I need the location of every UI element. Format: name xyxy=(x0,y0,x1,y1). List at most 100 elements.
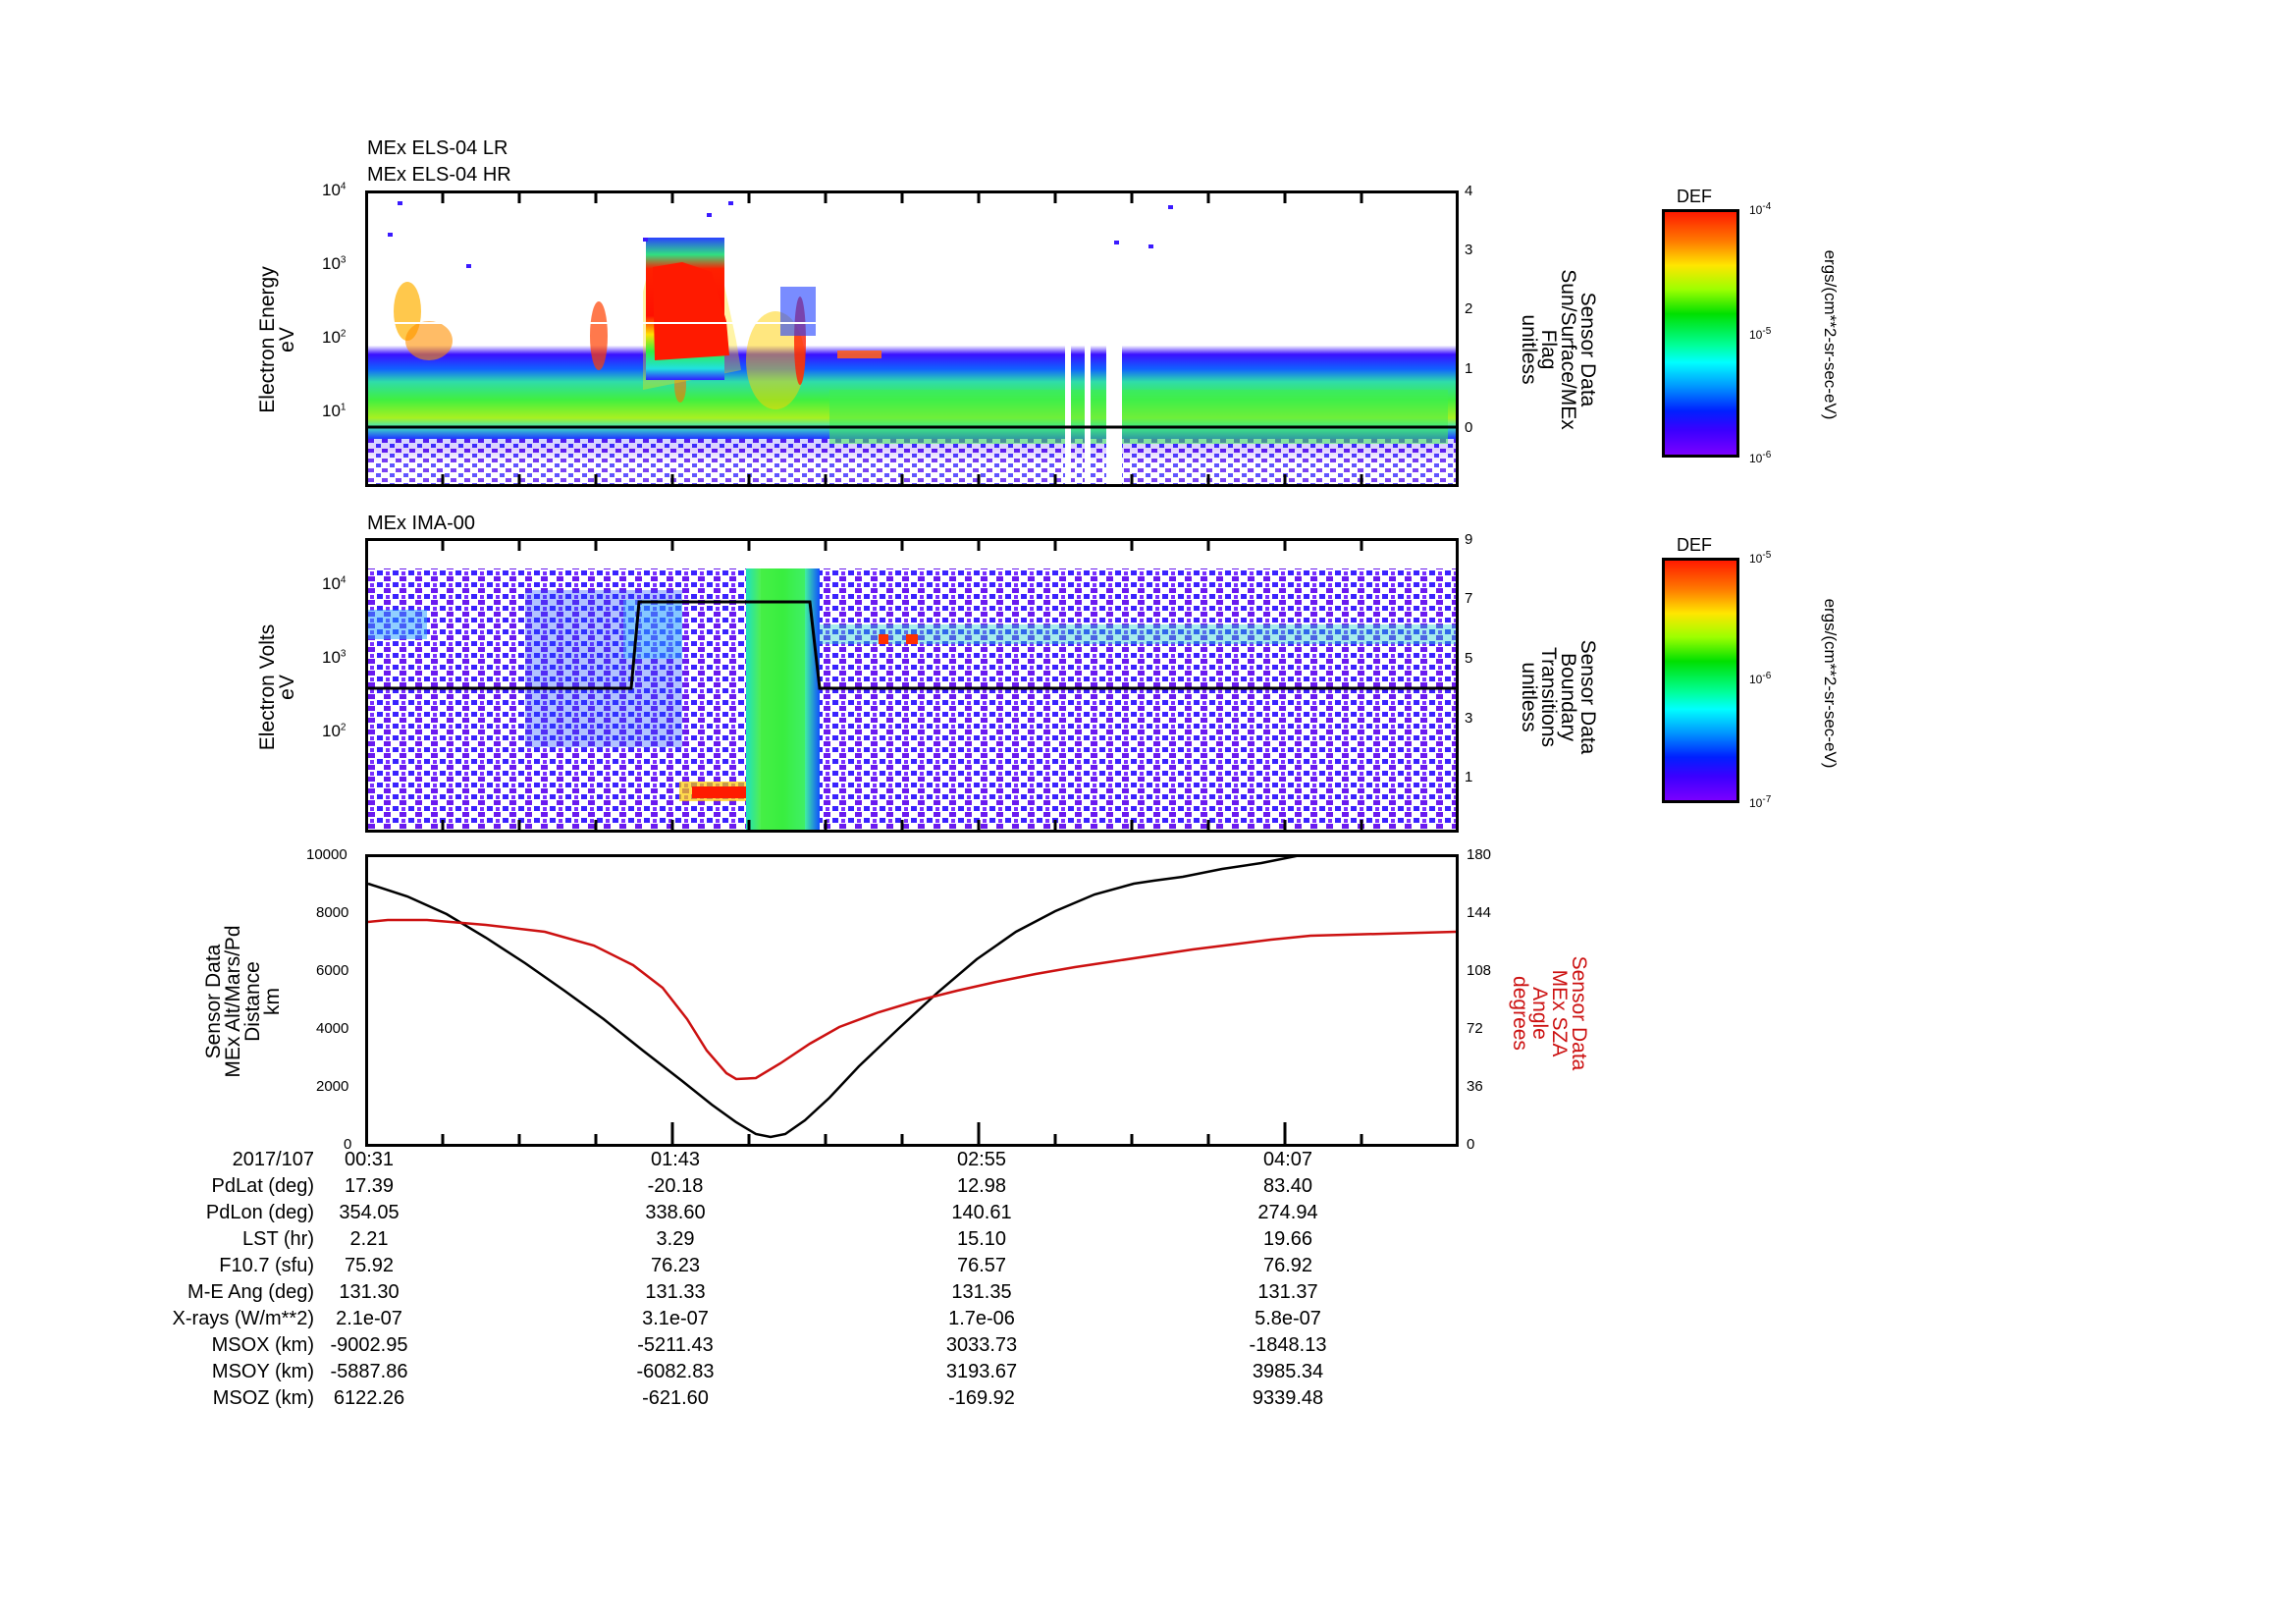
x-tick-label: 01:43 xyxy=(650,1149,701,1170)
top-cbar-min: 10-6 xyxy=(1749,450,1772,465)
time-header-label: 2017/107 xyxy=(232,1149,314,1170)
top-rtick-3: 3 xyxy=(1465,242,1473,258)
cell: 19.66 xyxy=(1262,1228,1313,1250)
row-label: LST (hr) xyxy=(242,1228,314,1250)
cell: 3.29 xyxy=(656,1228,695,1250)
bottom-ytick-8000: 8000 xyxy=(316,904,349,921)
top-ytick-10e2: 102 xyxy=(322,328,347,347)
bottom-y-left-label: Sensor Data MEx Alt/Mars/Pd Distance km xyxy=(202,925,284,1078)
table-row: M-E Ang (deg) 131.30 131.33 131.35 131.3… xyxy=(0,1281,1472,1308)
top-rtick-4: 4 xyxy=(1465,183,1473,199)
cell: 1.7e-06 xyxy=(948,1308,1015,1329)
cell: 76.57 xyxy=(956,1255,1007,1276)
cell: 6122.26 xyxy=(333,1387,405,1409)
mid-ytick-10e3: 103 xyxy=(322,648,347,667)
mid-rtick-9: 9 xyxy=(1465,531,1473,548)
bottom-ytick-4000: 4000 xyxy=(316,1020,349,1037)
row-label: MSOZ (km) xyxy=(212,1387,314,1409)
middle-y-right-label: Sensor Data Boundary Transitions unitless xyxy=(1518,639,1599,755)
bottom-rtick-72: 72 xyxy=(1467,1020,1483,1037)
middle-y-left-label: Electron Volts eV xyxy=(256,623,298,751)
bottom-rtick-180: 180 xyxy=(1467,846,1492,863)
els-spectrogram-panel xyxy=(365,190,1459,487)
cell: 354.05 xyxy=(339,1202,400,1223)
table-row: MSOY (km) -5887.86 -6082.83 3193.67 3985… xyxy=(0,1361,1472,1387)
cell: 274.94 xyxy=(1257,1202,1318,1223)
cell: 3985.34 xyxy=(1252,1361,1324,1382)
altitude-line xyxy=(368,857,1298,1139)
row-label: PdLon (deg) xyxy=(205,1202,314,1223)
top-ytick-10e4: 104 xyxy=(322,181,347,199)
cell: 131.33 xyxy=(645,1281,706,1303)
table-row: MSOX (km) -9002.95 -5211.43 3033.73 -184… xyxy=(0,1334,1472,1361)
cell: 17.39 xyxy=(344,1175,395,1197)
top-cbar-max: 10-4 xyxy=(1749,201,1772,217)
cell: -6082.83 xyxy=(636,1361,715,1382)
top-rtick-1: 1 xyxy=(1465,360,1473,377)
top-cbar-mid: 10-5 xyxy=(1749,326,1772,342)
top-colorbar xyxy=(1662,209,1739,458)
cell: 9339.48 xyxy=(1252,1387,1324,1409)
cell: 75.92 xyxy=(344,1255,395,1276)
cell: 5.8e-07 xyxy=(1255,1308,1321,1329)
cell: -5887.86 xyxy=(330,1361,408,1382)
middle-colorbar xyxy=(1662,558,1739,803)
cell: 83.40 xyxy=(1262,1175,1313,1197)
cell: -1848.13 xyxy=(1249,1334,1327,1356)
cell: 338.60 xyxy=(645,1202,706,1223)
table-row: LST (hr) 2.21 3.29 15.10 19.66 xyxy=(0,1228,1472,1255)
cell: 131.35 xyxy=(951,1281,1012,1303)
cell: -20.18 xyxy=(647,1175,704,1197)
row-label: X-rays (W/m**2) xyxy=(172,1308,314,1329)
x-tick-label: 04:07 xyxy=(1262,1149,1313,1170)
mid-ytick-10e2: 102 xyxy=(322,722,347,740)
top-rtick-0: 0 xyxy=(1465,419,1473,436)
ima-spectrogram xyxy=(368,541,1456,830)
mid-rtick-3: 3 xyxy=(1465,710,1473,727)
row-label: PdLat (deg) xyxy=(211,1175,314,1197)
middle-colorbar-units: ergs/(cm**2-sr-sec-eV) xyxy=(1821,598,1840,769)
table-row: PdLon (deg) 354.05 338.60 140.61 274.94 xyxy=(0,1202,1472,1228)
cell: -5211.43 xyxy=(637,1334,714,1356)
top-colorbar-title: DEF xyxy=(1677,187,1712,206)
cell: 2.21 xyxy=(349,1228,389,1250)
top-panel-title-1: MEx ELS-04 LR xyxy=(367,137,508,159)
table-row-time: 2017/107 00:31 01:43 02:55 04:07 xyxy=(0,1149,1472,1175)
sza-line xyxy=(368,918,1456,1081)
row-label: MSOX (km) xyxy=(211,1334,314,1356)
mid-cbar-min: 10-7 xyxy=(1749,794,1772,810)
altitude-sza-plot xyxy=(368,857,1456,1144)
bottom-rtick-0: 0 xyxy=(1467,1136,1475,1153)
top-rtick-2: 2 xyxy=(1465,300,1473,317)
cell: 12.98 xyxy=(956,1175,1007,1197)
mid-rtick-7: 7 xyxy=(1465,590,1473,607)
row-label: F10.7 (sfu) xyxy=(219,1255,314,1276)
mid-ytick-10e4: 104 xyxy=(322,574,347,593)
table-row: X-rays (W/m**2) 2.1e-07 3.1e-07 1.7e-06 … xyxy=(0,1308,1472,1334)
top-colorbar-units: ergs/(cm**2-sr-sec-eV) xyxy=(1821,249,1840,420)
ima-spectrogram-panel xyxy=(365,538,1459,833)
cell: 2.1e-07 xyxy=(336,1308,402,1329)
mid-rtick-5: 5 xyxy=(1465,650,1473,667)
row-label: M-E Ang (deg) xyxy=(187,1281,314,1303)
bottom-rtick-144: 144 xyxy=(1467,904,1492,921)
top-ytick-10e1: 101 xyxy=(322,402,347,420)
table-row: F10.7 (sfu) 75.92 76.23 76.57 76.92 xyxy=(0,1255,1472,1281)
bottom-rtick-36: 36 xyxy=(1467,1078,1483,1095)
cell: 15.10 xyxy=(956,1228,1007,1250)
row-label: MSOY (km) xyxy=(211,1361,314,1382)
els-spectrogram xyxy=(368,193,1456,484)
bottom-ytick-2000: 2000 xyxy=(316,1078,349,1095)
top-panel-title-2: MEx ELS-04 HR xyxy=(367,164,511,186)
mid-cbar-mid: 10-6 xyxy=(1749,671,1772,686)
cell: 131.30 xyxy=(339,1281,400,1303)
cell: 76.92 xyxy=(1262,1255,1313,1276)
x-tick-label: 00:31 xyxy=(344,1149,395,1170)
top-y-left-label: Electron Energy eV xyxy=(256,266,298,413)
bottom-ytick-0: 0 xyxy=(344,1136,352,1153)
mid-cbar-max: 10-5 xyxy=(1749,550,1772,566)
cell: 3033.73 xyxy=(945,1334,1018,1356)
top-y-right-label: Sensor Data Sun/Surface/MEx Flag unitless xyxy=(1518,269,1599,430)
boundary-transitions-line xyxy=(368,600,1456,690)
table-row: MSOZ (km) 6122.26 -621.60 -169.92 9339.4… xyxy=(0,1387,1472,1414)
